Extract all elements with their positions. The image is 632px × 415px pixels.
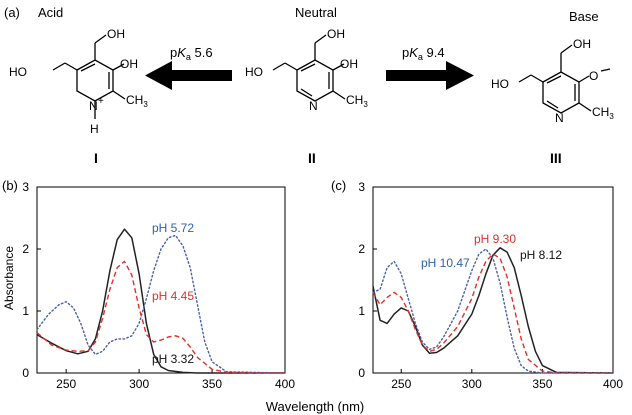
neutral-numeral: II <box>308 150 316 166</box>
pka-arrow-right <box>386 61 474 90</box>
acid-ho-left: HO <box>9 65 27 79</box>
base-oxygen: O <box>589 69 598 83</box>
series-line-ph-4-45 <box>36 260 286 374</box>
series-line-ph-3-32 <box>36 228 285 374</box>
neutral-title: Neutral <box>295 5 337 20</box>
series-annotation: pH 4.45 <box>152 289 194 303</box>
x-tick-label: 300 <box>462 377 482 391</box>
acid-charge: + <box>98 96 104 107</box>
plot-frame <box>372 186 614 374</box>
series-line-ph-9-30 <box>372 253 613 374</box>
panel-a-label: (a) <box>4 5 20 20</box>
y-tick-label: 2 <box>22 242 29 256</box>
y-tick-label: 0 <box>22 366 29 380</box>
base-ho-left: HO <box>491 77 509 91</box>
x-tick-label: 400 <box>603 377 623 391</box>
acid-methyl: CH3 <box>126 93 148 109</box>
y-tick-label: 1 <box>358 304 365 318</box>
acid-oh-top: OH <box>107 27 125 41</box>
acid-oh-right: OH <box>120 57 138 71</box>
structure-base <box>518 44 611 114</box>
panel-a: (a) Acid Neutral Base pKa 5.6 pKa 9.4 <box>4 5 614 166</box>
x-tick-label: 300 <box>129 377 149 391</box>
series-line-ph-5-72 <box>36 234 286 374</box>
y-tick-label: 0 <box>358 366 365 380</box>
pka-label-left: pKa 5.6 <box>170 45 213 62</box>
x-tick-label: 350 <box>532 377 552 391</box>
series-annotation: pH 8.12 <box>520 248 562 262</box>
svg-text:N: N <box>89 99 98 113</box>
structure-acid <box>52 34 126 119</box>
y-tick-label: 3 <box>22 180 29 194</box>
chart-panel-b: 250 300 350 400 0 1 2 3 pH 5.72 pH 4.45 pH 3.32 <box>22 180 295 391</box>
neutral-nitrogen: N <box>309 99 318 113</box>
pka-arrow-left <box>145 61 232 90</box>
neutral-methyl: CH3 <box>346 93 368 109</box>
y-axis-label: Absorbance <box>2 246 16 310</box>
x-tick-label: 250 <box>391 377 411 391</box>
acid-title: Acid <box>38 5 63 20</box>
neutral-ho-left: HO <box>245 65 263 79</box>
y-tick-label: 1 <box>22 304 29 318</box>
series-line-ph-10-47 <box>372 248 614 374</box>
series-annotation: pH 5.72 <box>152 221 194 235</box>
series-annotation: pH 9.30 <box>474 232 516 246</box>
series-annotation: pH 10.47 <box>421 256 470 270</box>
acid-numeral: I <box>94 150 98 166</box>
base-numeral: III <box>550 150 562 166</box>
acid-nitrogen: N <box>89 99 98 113</box>
base-nitrogen: N <box>555 111 564 125</box>
series-annotation: pH 3.32 <box>152 352 194 366</box>
neutral-oh-top: OH <box>327 27 345 41</box>
x-tick-label: 400 <box>275 377 295 391</box>
y-tick-label: 3 <box>358 180 365 194</box>
series-line-ph-8-12 <box>372 247 614 374</box>
chart-panel-c: 250 300 350 400 0 1 2 3 pH 9.30 pH 10.47 pH 8.12 <box>358 180 623 391</box>
x-tick-label: 350 <box>202 377 222 391</box>
base-oh-top: OH <box>573 37 591 51</box>
structure-neutral <box>272 34 346 102</box>
x-axis-label: Wavelength (nm) <box>266 399 365 414</box>
x-tick-label: 250 <box>56 377 76 391</box>
panel-c-label: (c) <box>331 178 346 193</box>
base-methyl: CH3 <box>592 105 614 121</box>
panel-b-label: (b) <box>2 178 18 193</box>
y-tick-label: 2 <box>358 242 365 256</box>
plot-frame <box>36 186 286 374</box>
pka-label-right: pKa 9.4 <box>402 45 445 62</box>
neutral-oh-right: OH <box>340 57 358 71</box>
acid-hydrogen: H <box>90 122 99 136</box>
base-title: Base <box>569 9 599 24</box>
